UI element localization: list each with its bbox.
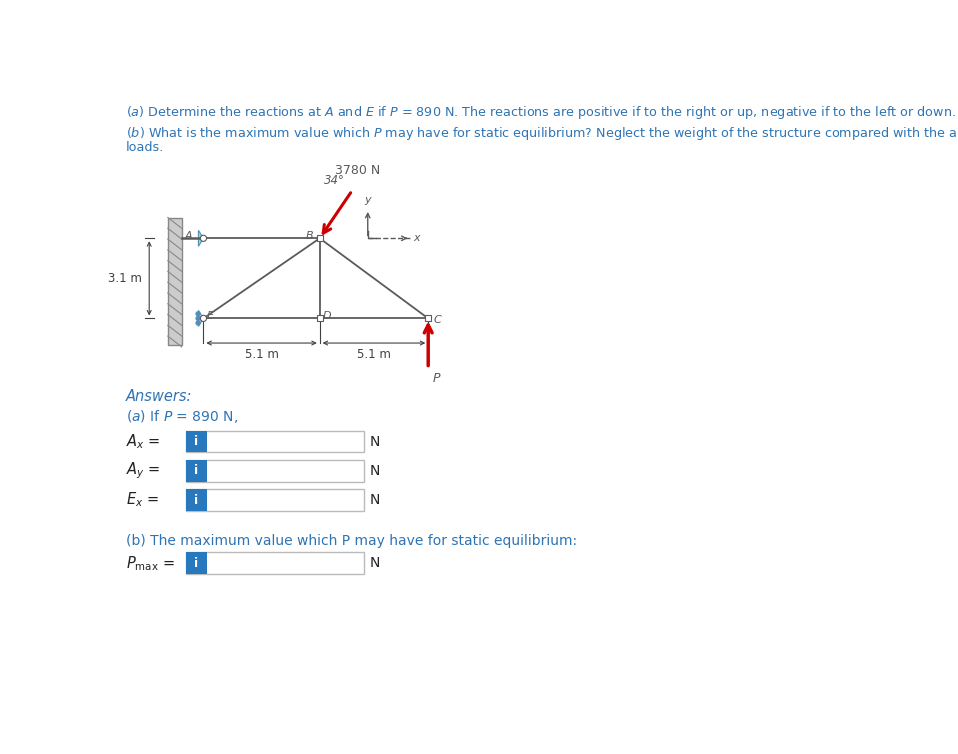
Text: 3.1 m: 3.1 m [107, 272, 142, 285]
Polygon shape [168, 218, 182, 345]
Text: y: y [364, 195, 371, 205]
Polygon shape [186, 431, 364, 452]
Text: x: x [414, 233, 421, 244]
Polygon shape [186, 489, 364, 511]
Polygon shape [425, 315, 431, 321]
Text: $P$: $P$ [432, 372, 442, 385]
Text: (b) The maximum value which P may have for static equilibrium:: (b) The maximum value which P may have f… [125, 534, 577, 548]
Text: N: N [370, 556, 380, 570]
Text: D: D [323, 311, 331, 321]
Circle shape [200, 235, 207, 241]
Polygon shape [198, 311, 203, 326]
Polygon shape [316, 235, 323, 241]
Circle shape [200, 315, 207, 321]
Circle shape [196, 317, 200, 320]
Text: 5.1 m: 5.1 m [357, 348, 391, 360]
Text: $A_{y}$ =: $A_{y}$ = [125, 461, 161, 481]
Text: N: N [370, 493, 380, 507]
Text: loads.: loads. [125, 140, 165, 154]
Text: $E_{x}$ =: $E_{x}$ = [125, 491, 159, 510]
Text: $(a)$ If $P$ = 890 N,: $(a)$ If $P$ = 890 N, [125, 408, 239, 425]
Text: $(a)$ Determine the reactions at $A$ and $E$ if $P$ = 890 N. The reactions are p: $(a)$ Determine the reactions at $A$ and… [125, 104, 956, 121]
Polygon shape [186, 553, 207, 574]
Polygon shape [316, 315, 323, 321]
Text: C: C [434, 315, 442, 325]
Text: B: B [306, 231, 313, 241]
Text: N: N [370, 464, 380, 478]
Circle shape [196, 321, 200, 325]
Polygon shape [186, 553, 364, 574]
Circle shape [196, 312, 200, 316]
Polygon shape [186, 431, 207, 452]
Text: N: N [370, 434, 380, 449]
Polygon shape [186, 489, 207, 511]
Text: A: A [184, 231, 192, 241]
Text: E: E [207, 311, 214, 321]
Text: $A_{x}$ =: $A_{x}$ = [125, 432, 161, 451]
Text: $(b)$ What is the maximum value which $P$ may have for static equilibrium? Negle: $(b)$ What is the maximum value which $P… [125, 125, 958, 143]
Polygon shape [186, 460, 207, 482]
Text: i: i [194, 435, 198, 448]
Polygon shape [186, 460, 364, 482]
Text: 34°: 34° [324, 173, 345, 186]
Text: 5.1 m: 5.1 m [244, 348, 279, 360]
Text: i: i [194, 494, 198, 507]
Text: Answers:: Answers: [125, 389, 193, 404]
Text: i: i [194, 464, 198, 477]
Text: $P_{\rm max}$ =: $P_{\rm max}$ = [125, 554, 174, 572]
Text: 3780 N: 3780 N [335, 164, 380, 176]
Text: i: i [194, 556, 198, 570]
Polygon shape [198, 230, 203, 247]
